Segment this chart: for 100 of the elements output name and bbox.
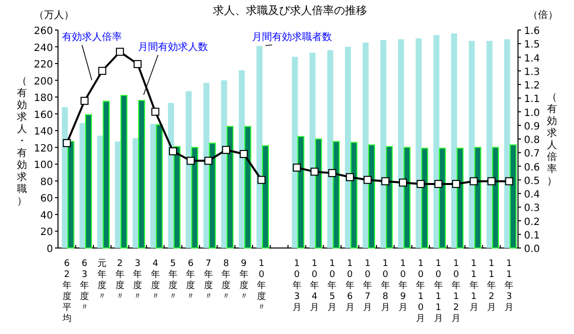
- y2-tick-label: 0.6: [524, 162, 540, 174]
- y-tick-label: 20: [40, 227, 53, 238]
- x-tick-label: 10年8月: [380, 259, 390, 313]
- x-tick-label: 7年度〃: [204, 259, 213, 302]
- bar: [226, 126, 234, 248]
- x-tick-label: 63年度〃: [80, 259, 90, 313]
- bar: [404, 146, 410, 248]
- point: [487, 177, 496, 186]
- x-tick-label: 10年7月: [363, 259, 372, 313]
- bar: [386, 146, 393, 248]
- bar: [174, 146, 180, 248]
- point: [116, 48, 124, 56]
- bar: [80, 123, 86, 248]
- x-tick-label: 11年2月: [486, 259, 496, 313]
- bar: [332, 141, 340, 248]
- bar: [421, 148, 428, 248]
- y2-tick-label: 1.1: [524, 94, 540, 106]
- bar: [120, 94, 128, 248]
- y2-tick-label: 1.2: [524, 80, 540, 92]
- bar: [327, 50, 334, 248]
- bar: [244, 126, 252, 248]
- y-tick-label: 260: [34, 26, 53, 37]
- bar: [350, 142, 358, 248]
- bar: [292, 56, 298, 248]
- bar: [416, 38, 422, 248]
- point: [292, 164, 301, 172]
- y2-tick-label: 0.8: [524, 135, 540, 146]
- bar: [208, 142, 216, 248]
- y-tick-label: 40: [40, 210, 53, 222]
- x-tick-label: 10年5月: [328, 259, 337, 313]
- x-tick-label: 10年12月: [452, 259, 461, 324]
- y-tick-label: 0: [46, 244, 53, 255]
- y-tick-label: 80: [40, 176, 53, 188]
- y2-tick-label: 0.7: [524, 148, 540, 160]
- text: 月間有効求人数: [138, 41, 208, 53]
- x-tick-label: 2年度〃: [115, 259, 124, 302]
- bar: [67, 141, 74, 248]
- x-tick-label: 10年6月: [345, 259, 354, 313]
- bar: [203, 82, 210, 248]
- bar: [102, 100, 110, 248]
- bar: [262, 145, 269, 248]
- point: [310, 168, 319, 176]
- point: [346, 173, 354, 182]
- point: [80, 96, 89, 105]
- point: [434, 180, 442, 188]
- y-tick-label: 220: [34, 60, 53, 71]
- bar: [191, 146, 198, 248]
- bar: [85, 114, 92, 248]
- bar: [433, 35, 440, 248]
- x-tick-label: 5年度〃: [168, 259, 178, 302]
- point: [62, 139, 71, 148]
- bar: [456, 148, 464, 248]
- point: [364, 176, 372, 184]
- x-tick-label: 10年3月: [292, 259, 302, 313]
- y2-tick-label: 1.3: [524, 66, 540, 78]
- bar: [362, 42, 369, 248]
- x-tick-label: 10年4月: [310, 259, 320, 313]
- x-tick-label: 11年1月: [469, 259, 478, 313]
- point: [134, 60, 142, 68]
- bar: [310, 52, 316, 248]
- point: [169, 147, 177, 156]
- y-tick-label: 240: [34, 42, 53, 54]
- y2-tick-label: 0.1: [524, 230, 540, 242]
- point: [257, 176, 266, 184]
- point: [399, 178, 407, 187]
- x-tick-label: 3年度〃: [133, 259, 142, 302]
- series-label: 有効求人倍率: [62, 31, 122, 43]
- x-tick-label: 8年度〃: [222, 259, 231, 302]
- y2-tick-label: 1.4: [524, 53, 540, 64]
- bar: [114, 142, 121, 248]
- y-tick-label: 160: [34, 110, 53, 121]
- y2-tick-label: 0.3: [524, 203, 540, 214]
- chart-title: 求人、求職及び求人倍率の推移: [213, 4, 367, 17]
- y2-tick-label: 0.0: [524, 244, 540, 255]
- x-tick-label: 10年11月: [434, 259, 443, 324]
- y-tick-label: 180: [34, 93, 53, 104]
- bar: [138, 100, 146, 248]
- bar: [221, 80, 228, 248]
- bar: [150, 124, 156, 248]
- bar: [474, 146, 482, 248]
- bar: [238, 70, 245, 248]
- bar: [97, 136, 104, 248]
- x-tick-label: 11年3月: [504, 259, 514, 313]
- bar: [492, 146, 499, 248]
- y2-tick-label: 1.5: [524, 40, 540, 51]
- bar: [156, 124, 163, 248]
- point: [505, 177, 514, 186]
- point: [470, 177, 478, 186]
- x-tick-label: 元年度〃: [98, 258, 107, 302]
- x-tick-label: 9年度〃: [239, 259, 248, 302]
- bar: [380, 40, 386, 248]
- point: [98, 66, 106, 75]
- point: [186, 156, 195, 165]
- bar: [315, 138, 322, 248]
- y2-tick-label: 1.0: [524, 108, 540, 119]
- bar: [297, 136, 304, 248]
- bar: [510, 144, 517, 248]
- y-tick-label: 140: [34, 126, 53, 138]
- point: [381, 177, 390, 186]
- y2-axis-title: （有効求人倍率）: [547, 92, 557, 187]
